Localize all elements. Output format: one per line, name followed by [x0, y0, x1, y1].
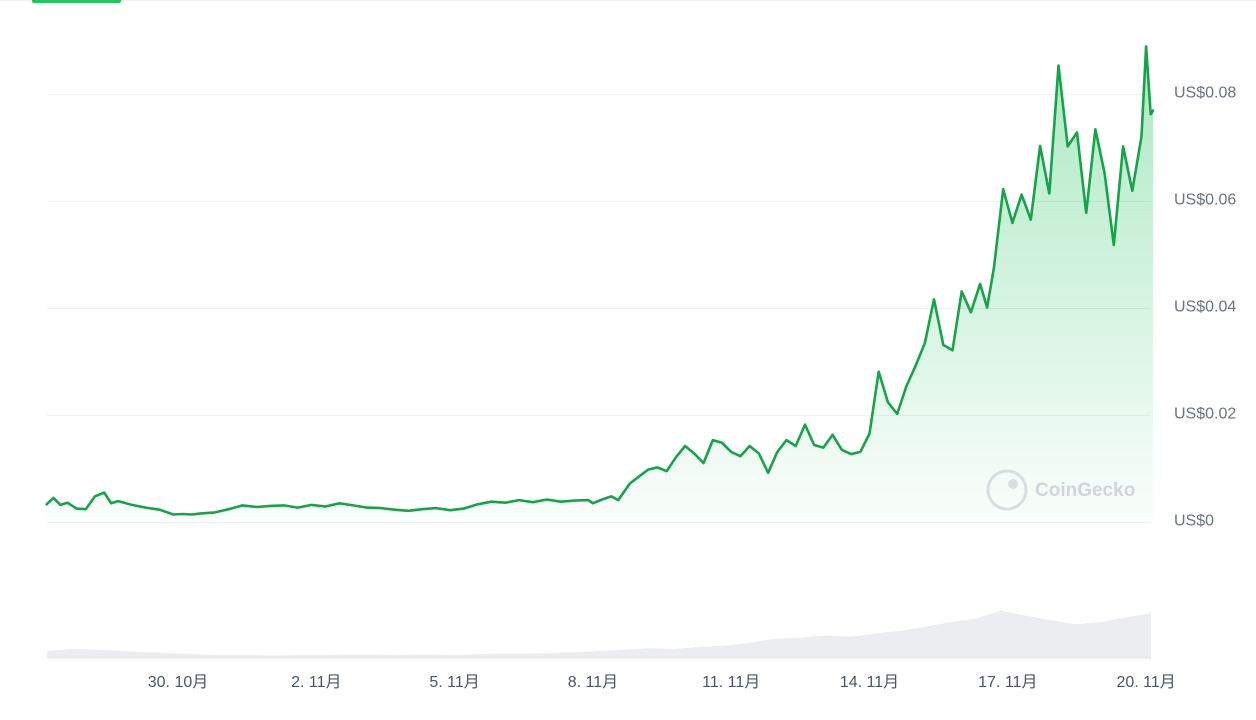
x-tick-label: 8. 11月 — [568, 674, 618, 691]
gecko-logo-icon — [986, 469, 1028, 511]
y-tick-label: US$0.04 — [1174, 299, 1236, 316]
x-tick-label: 30. 10月 — [148, 674, 209, 691]
y-axis: US$0 US$0.02 US$0.04 US$0.06 US$0.08 — [1174, 85, 1236, 530]
x-tick-label: 11. 11月 — [702, 674, 760, 691]
price-area-fill — [46, 46, 1154, 523]
watermark-text: CoinGecko — [1035, 480, 1135, 501]
y-tick-label: US$0.06 — [1174, 192, 1236, 209]
coingecko-watermark: CoinGecko — [986, 469, 1135, 511]
price-area — [46, 46, 1154, 523]
y-tick-label: US$0.08 — [1174, 85, 1236, 102]
top-divider — [0, 0, 1256, 1]
price-line-group — [45, 45, 1155, 516]
x-tick-label: 17. 11月 — [978, 674, 1037, 691]
volume-area — [47, 610, 1151, 659]
y-tick-label: US$0 — [1174, 513, 1214, 530]
x-tick-label: 5. 11月 — [429, 674, 479, 691]
active-range-tab-indicator[interactable] — [32, 0, 121, 3]
volume-histogram — [47, 610, 1151, 659]
y-tick-label: US$0.02 — [1174, 406, 1236, 423]
x-tick-label: 2. 11月 — [291, 674, 341, 691]
x-axis: 30. 10月 2. 11月 5. 11月 8. 11月 11. 11月 14. 11月 1… — [148, 674, 1176, 691]
gecko-eye-icon — [1008, 479, 1018, 489]
x-tick-label: 20. 11月 — [1116, 674, 1175, 691]
price-line — [45, 45, 1155, 516]
x-tick-label: 14. 11月 — [840, 674, 899, 691]
